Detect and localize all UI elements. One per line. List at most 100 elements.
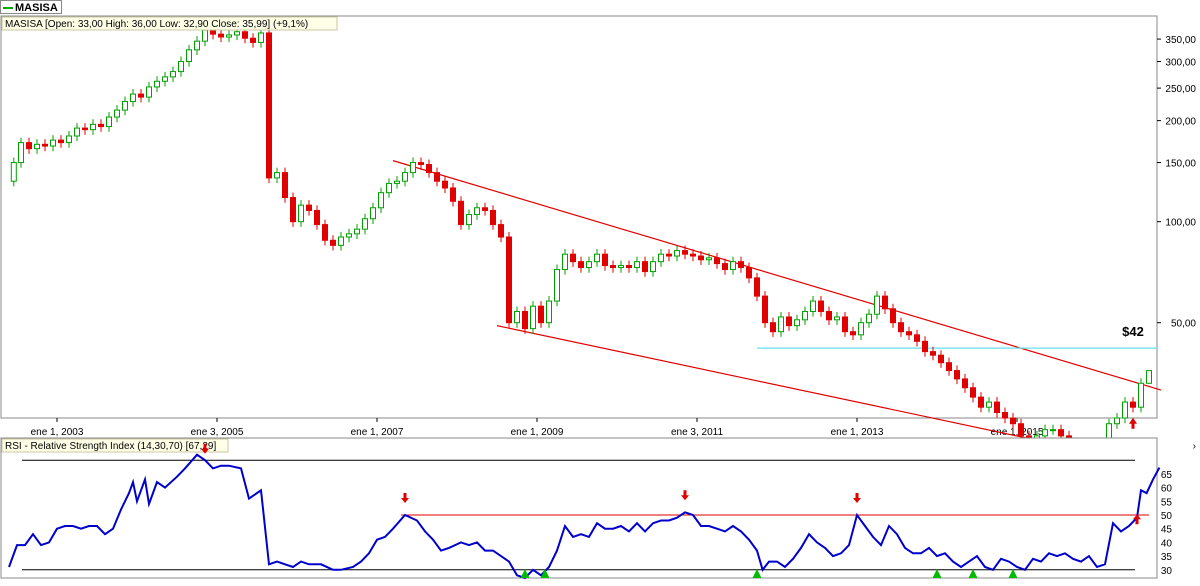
candle xyxy=(482,202,488,216)
symbol-tab[interactable]: MASISA xyxy=(0,0,62,14)
candle xyxy=(314,205,320,230)
candle-body-up xyxy=(18,142,24,164)
buy-arrow-marker xyxy=(1129,417,1137,429)
rsi-buy-triangle xyxy=(752,569,762,578)
candle-body-down xyxy=(842,316,848,333)
candle xyxy=(594,249,600,267)
candle-body-up xyxy=(530,305,536,330)
candle xyxy=(994,397,1000,418)
candle xyxy=(698,251,704,265)
candle xyxy=(642,256,648,277)
candle xyxy=(386,178,392,198)
candle xyxy=(266,27,272,184)
candle xyxy=(122,96,128,116)
candle xyxy=(522,306,528,334)
candle xyxy=(530,301,536,334)
candle xyxy=(306,200,312,216)
candle-body-up xyxy=(338,236,344,246)
candle xyxy=(682,245,688,260)
candle-body-up xyxy=(258,32,264,43)
candle-body-down xyxy=(762,295,768,324)
candle-body-down xyxy=(954,370,960,380)
candle-body-down xyxy=(754,277,760,297)
candle-body-up xyxy=(194,40,200,51)
price-y-tick-label: 250,00 xyxy=(1165,84,1196,95)
candle-body-down xyxy=(930,351,936,356)
x-tick-label: ene 1, 2015 xyxy=(991,427,1044,438)
candle-body-down xyxy=(242,31,248,39)
tab-color-marker xyxy=(3,7,13,10)
candle xyxy=(866,309,872,328)
candle-body-down xyxy=(426,164,432,174)
candle-body-down xyxy=(138,93,144,98)
rsi-sell-arrow xyxy=(401,493,409,504)
candle xyxy=(370,202,376,224)
candle-body-up xyxy=(130,93,136,103)
candle-body-down xyxy=(218,33,224,38)
candle-body-down xyxy=(818,300,824,312)
rsi-sell-arrow xyxy=(201,443,209,454)
candle xyxy=(338,232,344,251)
candle-body-up xyxy=(1042,429,1048,437)
price-annotation-42: $42 xyxy=(1122,324,1144,339)
price-y-tick-label: 300,00 xyxy=(1165,58,1196,69)
candle xyxy=(1018,418,1024,442)
candle-body-down xyxy=(442,180,448,189)
rsi-y-tick-label: 65 xyxy=(1161,470,1173,481)
candle xyxy=(218,29,224,43)
candle xyxy=(578,256,584,273)
candle-body-up xyxy=(1050,429,1056,432)
candle xyxy=(1010,412,1016,429)
rsi-legend-box xyxy=(1,438,229,453)
candle xyxy=(602,249,608,271)
candle xyxy=(1130,397,1136,413)
candle xyxy=(354,224,360,240)
candle-body-down xyxy=(578,261,584,269)
candle xyxy=(138,89,144,103)
candle-body-down xyxy=(714,257,720,265)
candle xyxy=(274,167,280,184)
candle-body-up xyxy=(386,182,392,194)
panel-expand-icon: › xyxy=(1193,441,1196,452)
candle xyxy=(738,256,744,273)
candle xyxy=(586,256,592,273)
candle xyxy=(474,202,480,220)
candle xyxy=(418,157,424,170)
candle-body-up xyxy=(866,313,872,324)
candle xyxy=(794,314,800,331)
candle-body-up xyxy=(594,253,600,263)
candle xyxy=(930,346,936,361)
candle xyxy=(34,139,40,154)
candle-body-down xyxy=(642,261,648,273)
candle xyxy=(258,27,264,48)
candle xyxy=(154,76,160,93)
rsi-y-tick-label: 40 xyxy=(1161,538,1173,549)
candle xyxy=(986,397,992,413)
candle xyxy=(18,137,24,168)
candle-body-down xyxy=(42,143,48,147)
candle-body-up xyxy=(466,214,472,226)
candle xyxy=(1122,397,1128,424)
candle-body-up xyxy=(794,319,800,327)
candle-body-up xyxy=(354,228,360,235)
candle xyxy=(746,262,752,284)
candle-body-down xyxy=(58,139,64,144)
candle-body-up xyxy=(378,192,384,209)
price-y-tick-label: 100,00 xyxy=(1165,218,1196,229)
candle xyxy=(706,252,712,265)
candle-body-down xyxy=(290,197,296,223)
candle-body-up xyxy=(1122,401,1128,419)
candle-body-down xyxy=(522,310,528,330)
candle-body-up xyxy=(114,109,120,118)
candle-body-down xyxy=(850,331,856,336)
candle-body-down xyxy=(770,322,776,333)
candle-body-down xyxy=(82,127,88,131)
candle xyxy=(394,176,400,189)
candle-body-up xyxy=(66,135,72,144)
candle-body-down xyxy=(898,322,904,333)
candle-body-up xyxy=(50,139,56,147)
x-tick-label: ene 1, 2009 xyxy=(511,427,564,438)
candle-body-down xyxy=(282,172,288,199)
candle-body-down xyxy=(826,310,832,321)
